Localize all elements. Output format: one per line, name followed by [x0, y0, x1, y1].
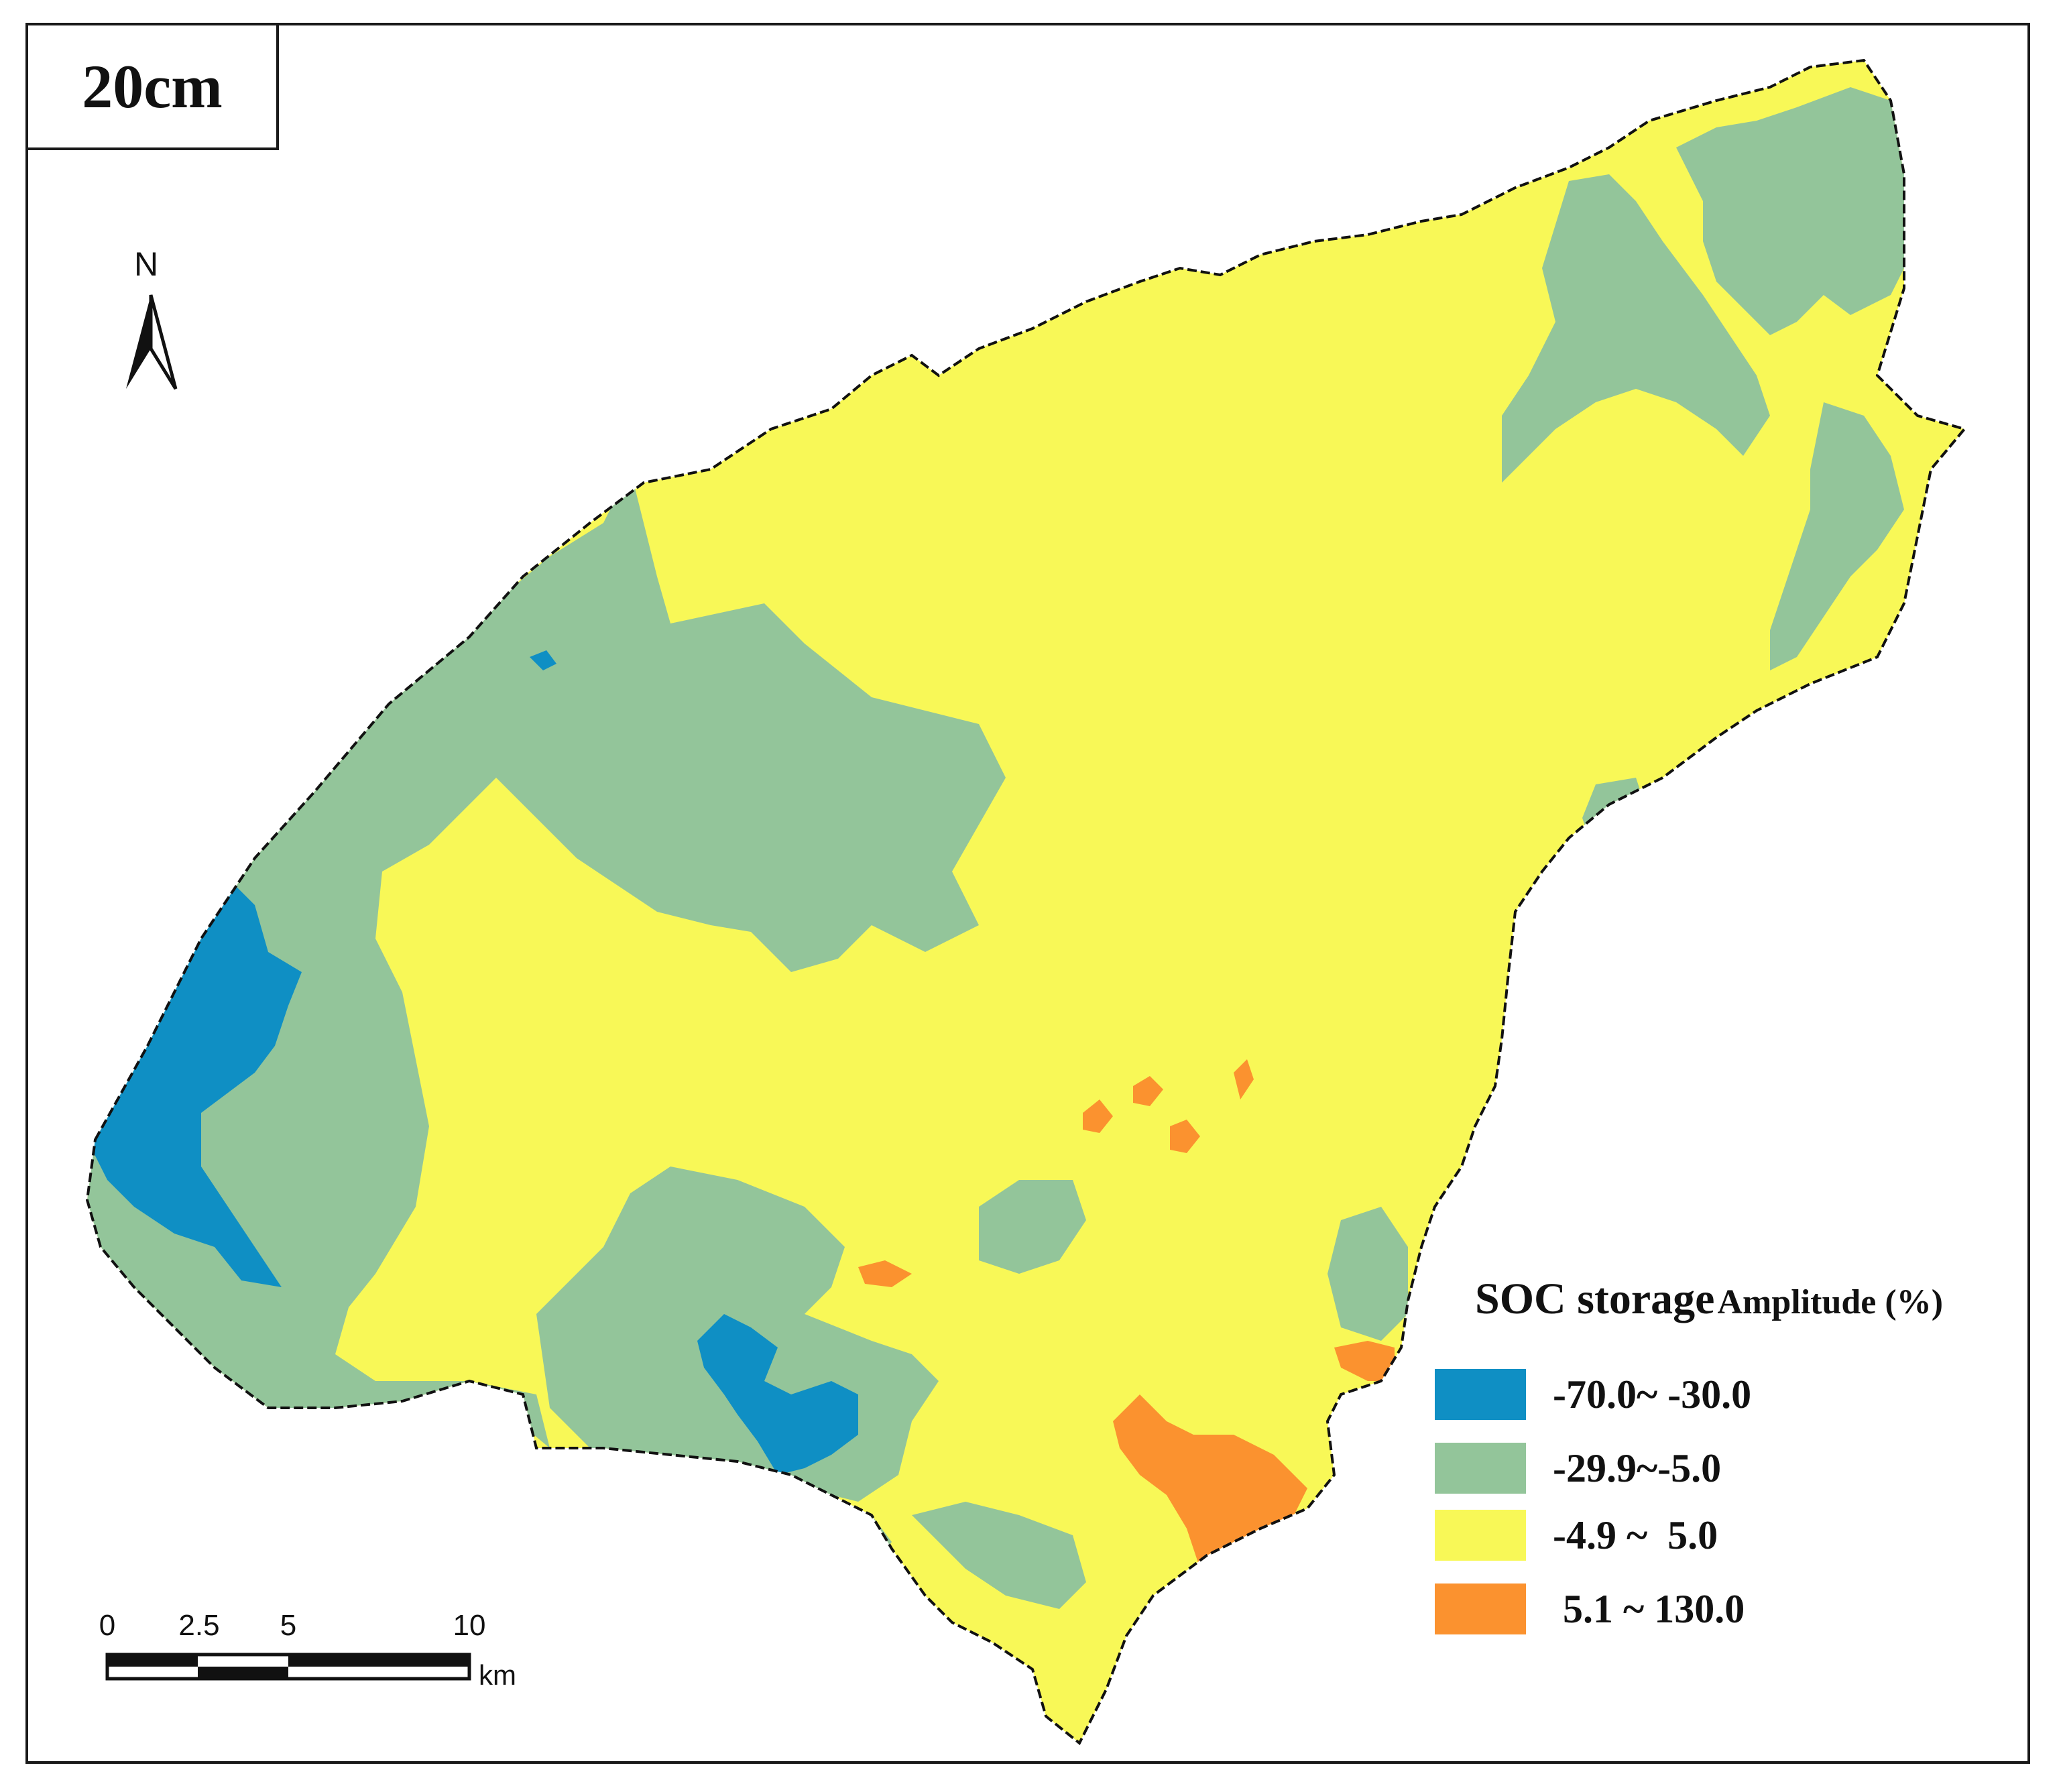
legend-item: -70.0~ -30.0	[1435, 1368, 1751, 1421]
legend-title-sub: Amplitude (%)	[1717, 1283, 1944, 1321]
orange-patch-small-2	[1083, 1099, 1113, 1133]
green-patch-west	[87, 469, 1006, 1596]
green-patch-east	[1770, 402, 1904, 670]
green-patch-north-east-2	[1676, 87, 1904, 335]
scale-bar	[105, 1653, 471, 1681]
legend-swatch	[1435, 1443, 1526, 1494]
orange-patch-small-1	[858, 1260, 912, 1287]
legend-label: -4.9 ~ 5.0	[1553, 1512, 1718, 1557]
green-patch-south-strip	[912, 1502, 1086, 1609]
legend-swatch	[1435, 1584, 1526, 1634]
legend-title: SOC storage Amplitude (%)	[1475, 1274, 1943, 1325]
scale-tick-label: 10	[453, 1609, 486, 1642]
blue-patch-west	[87, 878, 302, 1287]
legend-item: -4.9 ~ 5.0	[1435, 1508, 1718, 1562]
green-patch-center-south-2	[979, 1180, 1086, 1274]
legend-swatch	[1435, 1510, 1526, 1561]
legend-label: -70.0~ -30.0	[1553, 1372, 1752, 1417]
orange-patch-small-5	[1234, 1059, 1254, 1099]
orange-patch-small-3	[1133, 1076, 1163, 1106]
legend-item: -29.9~-5.0	[1435, 1441, 1721, 1495]
legend-label: 5.1 ~ 130.0	[1553, 1586, 1745, 1631]
legend-item: 5.1 ~ 130.0	[1435, 1582, 1745, 1636]
green-patch-east-3	[1328, 1207, 1408, 1341]
blue-patch-south	[697, 1314, 858, 1475]
scale-tick-label: 2.5	[178, 1609, 220, 1642]
green-patch-north-east-1	[1502, 174, 1770, 483]
orange-patch-east-edge	[1334, 1341, 1395, 1381]
scale-unit-label: km	[479, 1659, 516, 1691]
depth-label: 20cm	[82, 52, 223, 121]
scale-tick-label: 5	[280, 1609, 297, 1642]
north-label: N	[134, 245, 159, 283]
orange-patch-small-4	[1170, 1120, 1200, 1153]
legend-title-main: SOC storage	[1475, 1274, 1715, 1323]
legend-label: -29.9~-5.0	[1553, 1445, 1722, 1490]
blue-patch-north	[530, 650, 556, 670]
region-boundary	[85, 58, 1967, 1746]
depth-label-box: 20cm	[25, 23, 279, 150]
north-arrow	[126, 294, 178, 390]
legend-swatch	[1435, 1369, 1526, 1420]
scale-tick-label: 0	[99, 1609, 116, 1642]
